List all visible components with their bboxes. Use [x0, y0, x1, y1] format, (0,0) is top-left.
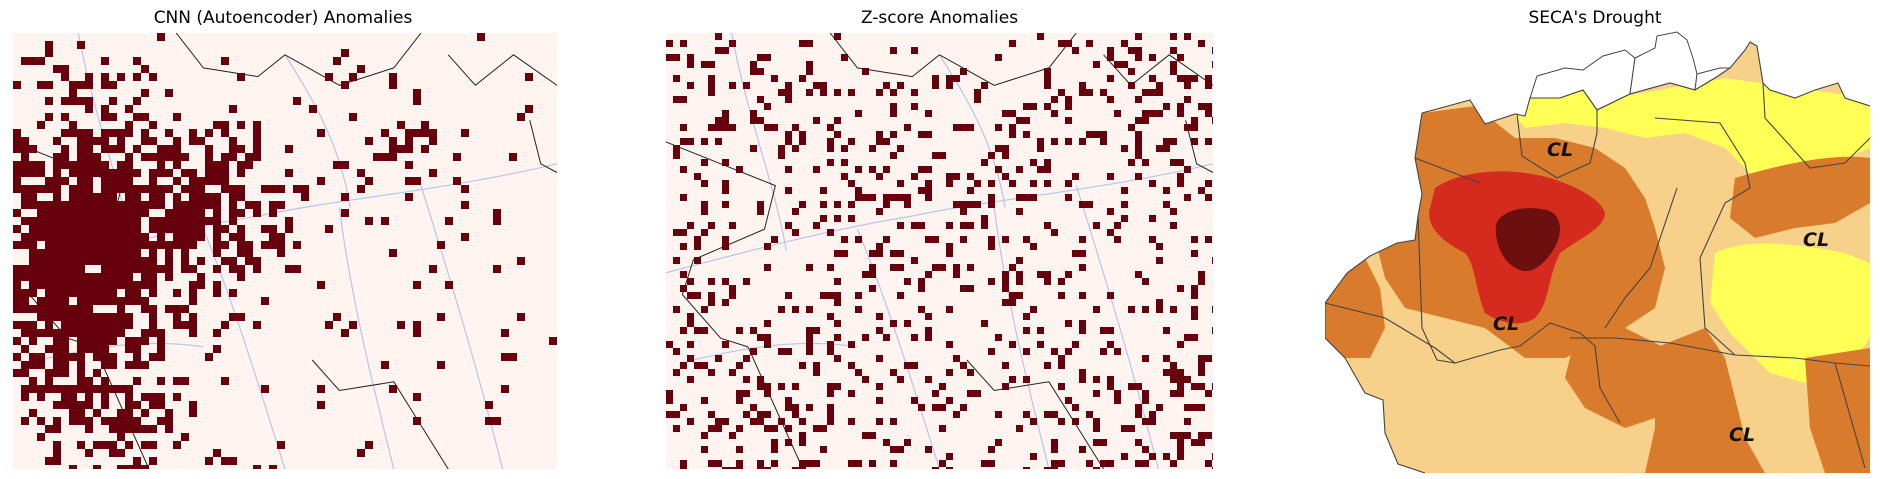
zscore-anomaly-map — [666, 33, 1213, 469]
state-borders — [1325, 41, 1870, 473]
zscore-panel-title: Z-score Anomalies — [860, 8, 1019, 28]
cnn-anomaly-map — [13, 33, 557, 469]
zscore-anomaly-grid — [666, 33, 1213, 469]
seca-label-cl-southwest: CL — [1493, 313, 1519, 335]
seca-panel-title: SECA's Drought — [1528, 8, 1662, 28]
cnn-anomaly-grid — [13, 33, 557, 469]
seca-drought-svg: CL CL CL CL — [1325, 31, 1870, 473]
seca-label-cl-south: CL — [1729, 424, 1755, 446]
seca-label-cl-east: CL — [1803, 229, 1829, 251]
seca-label-cl-north: CL — [1547, 139, 1573, 161]
cnn-panel-title: CNN (Autoencoder) Anomalies — [153, 8, 413, 28]
seca-drought-map: CL CL CL CL — [1325, 28, 1870, 473]
